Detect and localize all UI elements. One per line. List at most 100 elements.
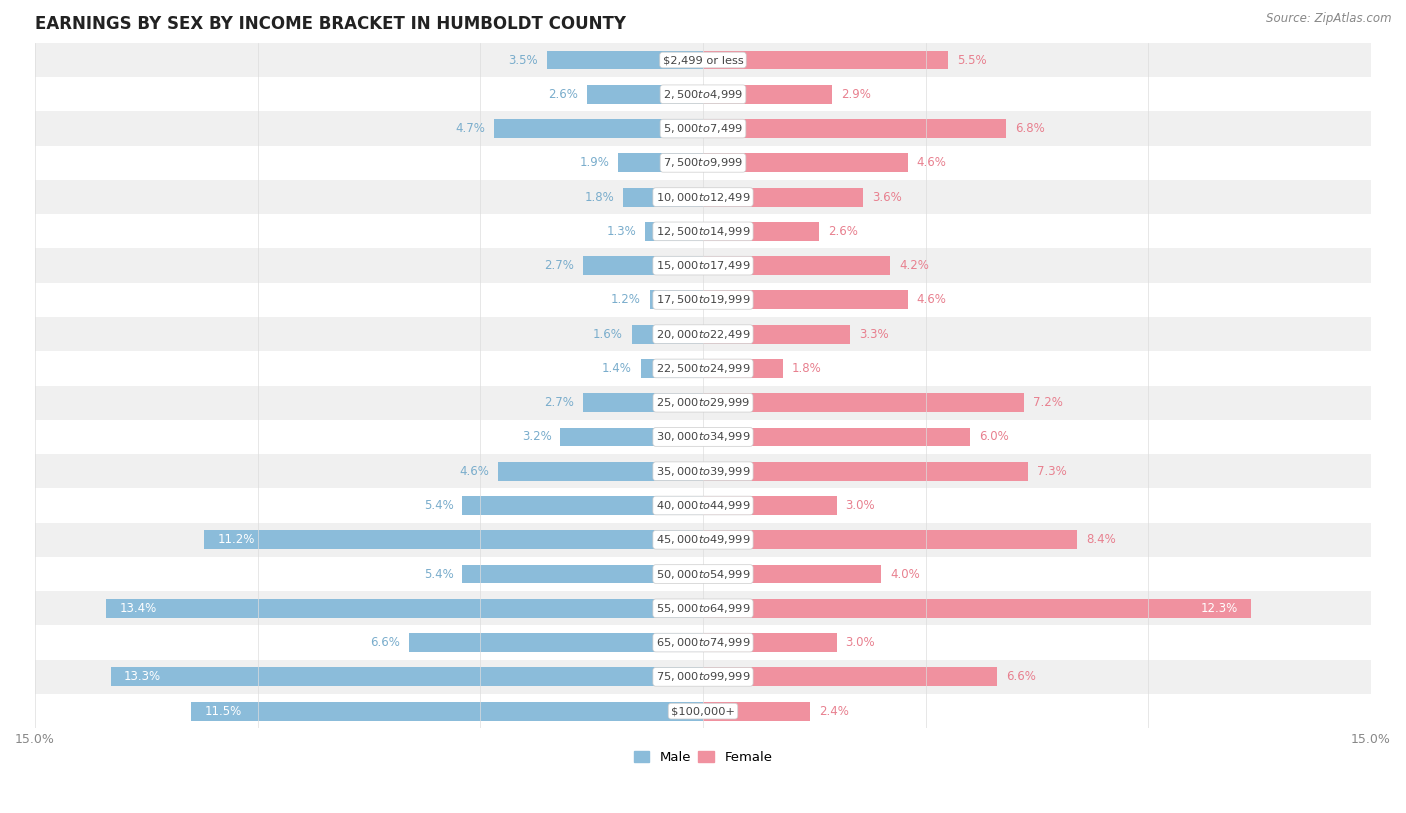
Text: 4.0%: 4.0% <box>890 567 920 580</box>
Bar <box>35 249 1371 283</box>
Text: 1.6%: 1.6% <box>593 328 623 341</box>
Text: 5.4%: 5.4% <box>423 567 454 580</box>
Text: 2.7%: 2.7% <box>544 259 574 272</box>
Bar <box>463 496 703 515</box>
Bar <box>107 599 703 618</box>
Bar <box>703 222 818 241</box>
Text: $40,000 to $44,999: $40,000 to $44,999 <box>655 499 751 512</box>
Text: $22,500 to $24,999: $22,500 to $24,999 <box>655 362 751 375</box>
Text: 7.2%: 7.2% <box>1032 396 1063 409</box>
Text: 2.6%: 2.6% <box>548 88 578 101</box>
Text: 6.6%: 6.6% <box>370 636 401 649</box>
Bar <box>703 393 1024 412</box>
Bar <box>494 120 703 138</box>
Text: $2,499 or less: $2,499 or less <box>662 55 744 65</box>
Bar <box>498 462 703 480</box>
Bar <box>35 317 1371 351</box>
Text: 1.4%: 1.4% <box>602 362 631 375</box>
Bar <box>111 667 703 686</box>
Bar <box>204 530 703 550</box>
Text: 6.8%: 6.8% <box>1015 122 1045 135</box>
Bar <box>35 489 1371 523</box>
Text: $25,000 to $29,999: $25,000 to $29,999 <box>655 396 751 409</box>
Text: 2.7%: 2.7% <box>544 396 574 409</box>
Text: 5.4%: 5.4% <box>423 499 454 512</box>
Bar <box>35 523 1371 557</box>
Text: Source: ZipAtlas.com: Source: ZipAtlas.com <box>1267 12 1392 25</box>
Bar <box>35 283 1371 317</box>
Text: 2.6%: 2.6% <box>828 225 858 238</box>
Bar <box>35 420 1371 454</box>
Bar <box>35 694 1371 728</box>
Text: $5,000 to $7,499: $5,000 to $7,499 <box>664 122 742 135</box>
Text: 3.5%: 3.5% <box>509 54 538 67</box>
Bar <box>703 462 1028 480</box>
Text: 4.6%: 4.6% <box>917 156 946 169</box>
Legend: Male, Female: Male, Female <box>628 746 778 770</box>
Text: 2.9%: 2.9% <box>841 88 870 101</box>
Text: 13.3%: 13.3% <box>124 671 162 684</box>
Text: 1.9%: 1.9% <box>579 156 609 169</box>
Text: $65,000 to $74,999: $65,000 to $74,999 <box>655 636 751 649</box>
Bar <box>641 359 703 378</box>
Bar <box>561 428 703 446</box>
Text: 11.2%: 11.2% <box>218 533 254 546</box>
Bar <box>409 633 703 652</box>
Bar <box>650 290 703 309</box>
Bar <box>703 154 908 172</box>
Text: $35,000 to $39,999: $35,000 to $39,999 <box>655 465 751 478</box>
Text: $20,000 to $22,499: $20,000 to $22,499 <box>655 328 751 341</box>
Bar <box>703 702 810 720</box>
Bar <box>703 428 970 446</box>
Text: $2,500 to $4,999: $2,500 to $4,999 <box>664 88 742 101</box>
Text: 3.3%: 3.3% <box>859 328 889 341</box>
Text: $15,000 to $17,499: $15,000 to $17,499 <box>655 259 751 272</box>
Bar <box>703 324 851 344</box>
Text: 3.6%: 3.6% <box>872 190 903 203</box>
Text: 3.0%: 3.0% <box>845 499 875 512</box>
Text: 8.4%: 8.4% <box>1085 533 1116 546</box>
Text: $50,000 to $54,999: $50,000 to $54,999 <box>655 567 751 580</box>
Text: $7,500 to $9,999: $7,500 to $9,999 <box>664 156 742 169</box>
Bar <box>463 564 703 584</box>
Bar <box>547 50 703 69</box>
Bar <box>703 599 1251 618</box>
Bar <box>703 256 890 275</box>
Text: 6.6%: 6.6% <box>1005 671 1036 684</box>
Bar <box>619 154 703 172</box>
Bar <box>35 454 1371 489</box>
Text: $12,500 to $14,999: $12,500 to $14,999 <box>655 225 751 238</box>
Text: 11.5%: 11.5% <box>204 705 242 718</box>
Text: 4.6%: 4.6% <box>917 293 946 307</box>
Text: 13.4%: 13.4% <box>120 602 157 615</box>
Text: 12.3%: 12.3% <box>1201 602 1237 615</box>
Text: $55,000 to $64,999: $55,000 to $64,999 <box>655 602 751 615</box>
Bar <box>582 256 703 275</box>
Text: 3.2%: 3.2% <box>522 430 551 443</box>
Text: 2.4%: 2.4% <box>818 705 849 718</box>
Bar <box>703 667 997 686</box>
Bar <box>191 702 703 720</box>
Bar <box>703 50 948 69</box>
Text: $100,000+: $100,000+ <box>671 706 735 716</box>
Bar <box>703 85 832 104</box>
Bar <box>35 111 1371 146</box>
Bar <box>703 359 783 378</box>
Bar <box>35 385 1371 420</box>
Bar <box>35 43 1371 77</box>
Bar <box>582 393 703 412</box>
Text: 5.5%: 5.5% <box>957 54 987 67</box>
Text: $17,500 to $19,999: $17,500 to $19,999 <box>655 293 751 307</box>
Bar <box>703 188 863 207</box>
Bar <box>35 215 1371 249</box>
Bar <box>35 351 1371 385</box>
Bar <box>35 625 1371 659</box>
Bar <box>35 146 1371 180</box>
Bar <box>35 180 1371 215</box>
Bar <box>703 530 1077 550</box>
Text: $10,000 to $12,499: $10,000 to $12,499 <box>655 190 751 203</box>
Bar <box>703 290 908 309</box>
Text: 1.8%: 1.8% <box>583 190 614 203</box>
Text: 6.0%: 6.0% <box>979 430 1010 443</box>
Bar <box>35 557 1371 591</box>
